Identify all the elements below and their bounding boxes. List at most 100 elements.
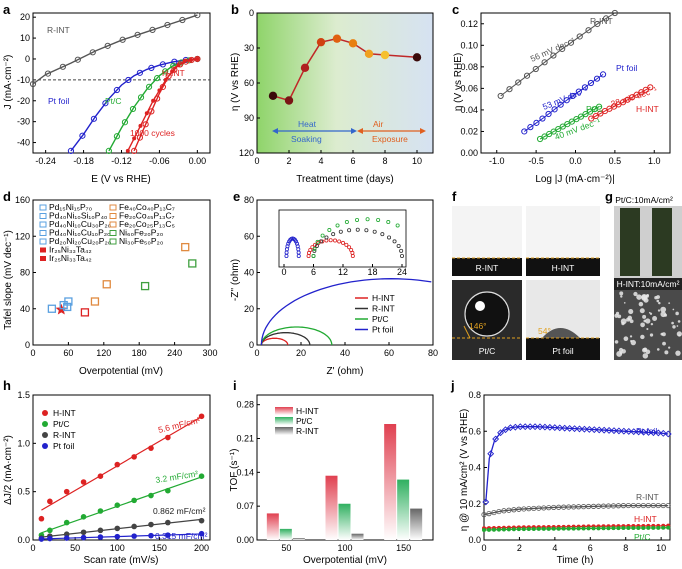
a-point-pt-foil xyxy=(148,64,155,71)
e-yticklabel: 60 xyxy=(244,231,254,241)
g-label-bar xyxy=(614,278,682,290)
c-legend-pt-foil: Pt foil xyxy=(616,63,637,73)
b-ylabel: η (V vs RHE) xyxy=(230,53,241,111)
g-bubble xyxy=(676,331,682,337)
c-point-pt-c xyxy=(586,108,594,115)
j-point-r-int xyxy=(665,502,671,509)
d-xlabel: Overpotential (mV) xyxy=(79,366,163,377)
j-point-pt-c xyxy=(496,527,501,532)
h-point-pt-foil xyxy=(80,534,87,541)
g-bubble xyxy=(636,294,642,300)
c-yticklabel: 0.00 xyxy=(460,148,478,158)
b-yticklabel: 120 xyxy=(239,148,254,158)
b-yticklabel: 60 xyxy=(244,78,254,88)
a-point-pt-c xyxy=(170,62,177,69)
j-point-r-int xyxy=(576,504,582,510)
e-inset-point-r-int xyxy=(364,228,369,233)
h-yticklabel: 1.0 xyxy=(17,438,30,448)
a-yticklabel: 0 xyxy=(25,54,30,64)
e-inset-xticklabel: 6 xyxy=(311,267,316,277)
e-yticklabel: 20 xyxy=(244,304,254,314)
j-series-r-int xyxy=(481,502,671,518)
j-point-r-int xyxy=(605,503,612,509)
a-point-pt-foil xyxy=(171,58,178,65)
g-bubble xyxy=(639,308,645,314)
e-xlabel: Z' (ohm) xyxy=(327,366,364,377)
a-point-pt-c xyxy=(129,105,137,113)
c-point-h-int xyxy=(588,115,595,122)
h-point-pt-c xyxy=(198,473,205,480)
g-bubble xyxy=(614,340,619,344)
j-xticklabel: 4 xyxy=(552,543,557,553)
g-bubble xyxy=(649,333,654,337)
h-point-pt-foil xyxy=(148,532,154,539)
i-yticklabel: 0.07 xyxy=(236,501,254,511)
d-point xyxy=(64,297,73,306)
b-yticklabel: 30 xyxy=(244,43,254,53)
d-legend-text: Pd₄₀Ni₁₀Si₁₀P₄₀ xyxy=(49,211,108,221)
j-point-r-int xyxy=(501,508,507,514)
a-point-pt-c xyxy=(145,83,153,90)
j-point-pt-foil xyxy=(649,429,657,437)
a-yticklabel: 10 xyxy=(20,33,30,43)
j-point-pt-c xyxy=(511,527,516,532)
h-xticklabel: 200 xyxy=(194,543,209,553)
d-xticklabel: 0 xyxy=(30,348,35,358)
g-bubble xyxy=(640,334,645,340)
b-region-air-2: Exposure xyxy=(372,134,408,144)
h-legend-marker xyxy=(42,443,48,449)
h-point-h-int xyxy=(80,479,87,485)
h-point-r-int xyxy=(80,529,87,536)
j-yticklabel: 0.2 xyxy=(468,499,481,509)
f-angle-pt-foil: 54° xyxy=(538,326,551,336)
j-point-pt-foil xyxy=(571,425,578,433)
h-frame xyxy=(32,394,211,541)
g-bubble xyxy=(629,335,633,338)
j-point-pt-c xyxy=(526,527,531,532)
c-point-r-int xyxy=(585,27,592,34)
h-point-pt-c xyxy=(148,492,154,499)
j-label-h-int: H-INT xyxy=(634,514,657,524)
j-point-pt-foil xyxy=(640,428,648,436)
g-bubble xyxy=(672,308,675,311)
h-fit-h-int xyxy=(41,416,202,511)
a-point-pt-c xyxy=(162,68,169,75)
b-heat-arrow-left-head xyxy=(272,128,278,134)
j-point-pt-foil xyxy=(645,428,652,436)
j-point-r-int xyxy=(486,511,492,517)
j-point-r-int xyxy=(536,505,542,511)
j-point-pt-c xyxy=(621,526,626,531)
j-point-pt-foil xyxy=(511,423,519,431)
panel-label-a: a xyxy=(3,2,11,17)
d-legend-marker xyxy=(39,204,47,211)
g-bubble xyxy=(671,321,674,325)
c-xticklabel: 1.0 xyxy=(648,156,661,166)
h-point-r-int xyxy=(198,517,205,524)
panel-h: h 0 50 100 150 200 0.0 0.5 1.0 1.5 H-INTPt/CR-IN… xyxy=(3,378,211,566)
j-point-pt-foil xyxy=(615,427,623,435)
d-legend-marker xyxy=(40,247,46,253)
g-bubble xyxy=(672,325,676,329)
j-xlabel: Time (h) xyxy=(557,555,594,566)
j-point-pt-foil xyxy=(536,423,544,431)
a-point-r-int xyxy=(194,11,201,19)
e-inset-point-r-int xyxy=(392,239,397,244)
c-point-pt-foil xyxy=(569,92,576,100)
e-inset-point-r-int xyxy=(324,235,329,240)
j-point-r-int xyxy=(521,506,527,512)
c-yticklabel: 0.08 xyxy=(460,62,478,72)
j-yticklabel: 0.8 xyxy=(468,390,481,400)
j-point-pt-c xyxy=(501,527,506,532)
h-series-pt-foil xyxy=(38,530,205,542)
g-bubbles xyxy=(614,291,682,359)
e-inset-xticklabel: 0 xyxy=(281,267,286,277)
j-xticklabel: 8 xyxy=(623,543,628,553)
j-point-pt-foil xyxy=(595,426,603,434)
g-bubble xyxy=(656,299,660,303)
c-point-pt-foil xyxy=(563,97,570,104)
a-point-1000-cycles xyxy=(132,136,137,141)
a-line-pt-foil xyxy=(70,58,198,152)
j-point-pt-c xyxy=(521,527,526,532)
f-photo-h-int-base xyxy=(526,258,600,276)
